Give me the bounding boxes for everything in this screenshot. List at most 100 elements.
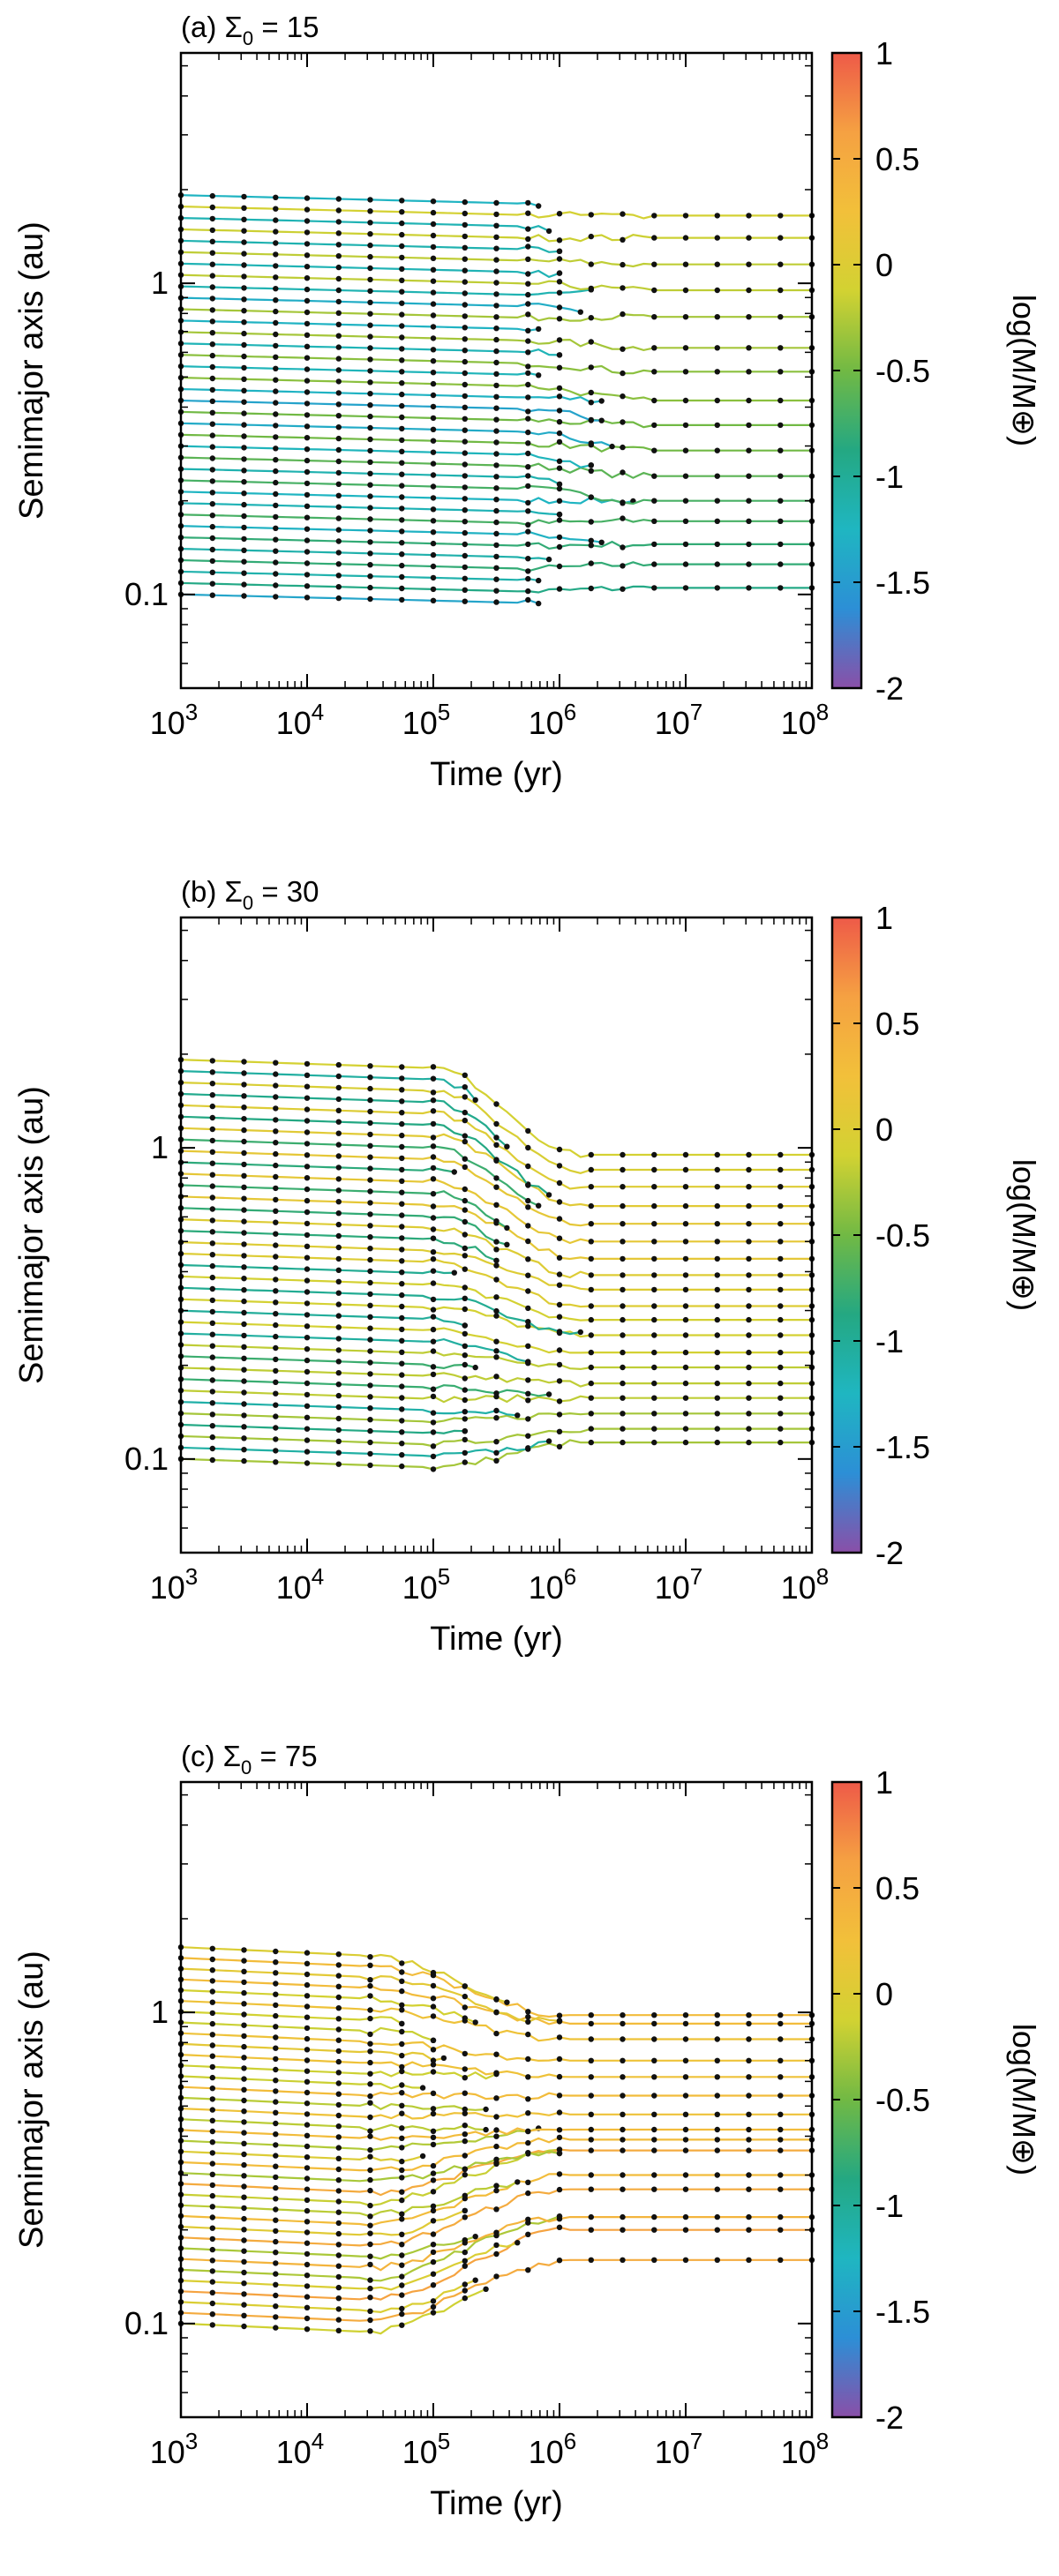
planet-dot — [462, 2288, 468, 2294]
planet-dot — [651, 1151, 657, 1158]
planet-dot — [209, 1423, 215, 1429]
planet-dot — [462, 1084, 468, 1090]
planet-dot — [588, 285, 594, 292]
planet-dot — [241, 251, 247, 257]
planet-dot — [714, 2227, 720, 2233]
planet-dot — [462, 1397, 468, 1404]
planet-dot — [335, 2155, 342, 2161]
planet-dot — [209, 1456, 215, 1464]
planet-dot — [746, 1332, 752, 1338]
planet-dot — [273, 331, 279, 338]
planet-dot — [682, 1364, 689, 1371]
planet-dot — [430, 2057, 437, 2063]
planet-dot — [462, 290, 468, 296]
planet-dot — [472, 2234, 478, 2240]
planet-track — [180, 2258, 812, 2322]
planet-dot — [367, 2328, 373, 2334]
planet-dot — [399, 1406, 405, 1412]
planet-dot — [588, 2137, 594, 2143]
planet-dot — [462, 1322, 468, 1329]
planet-dot — [304, 401, 311, 407]
planet-dot — [335, 264, 342, 271]
planet-dot — [335, 1973, 342, 1979]
planet-dot — [273, 1413, 279, 1419]
planet-dot — [746, 518, 752, 524]
planet-dot — [746, 1316, 752, 1323]
planet-dot — [367, 1177, 373, 1183]
planet-dot — [399, 231, 405, 238]
planet-dot — [651, 2147, 657, 2153]
planet-dot — [430, 2249, 437, 2256]
planet-dot — [462, 2050, 468, 2057]
planet-dot — [430, 551, 437, 558]
planet-dot — [367, 2308, 373, 2314]
planet-dot — [304, 1312, 311, 1318]
planet-dot — [399, 471, 405, 477]
planet-dot — [714, 2036, 720, 2042]
planet-dot — [714, 1166, 720, 1173]
planet-dot — [462, 1245, 468, 1252]
planet-dot — [682, 473, 689, 479]
panel-value: = 30 — [253, 875, 319, 908]
planet-dot — [714, 369, 720, 375]
y-tick-label: 0.1 — [124, 576, 169, 612]
planet-dot — [304, 1186, 311, 1193]
planet-dot — [273, 297, 279, 303]
planet-dot — [430, 1982, 437, 1989]
planet-dot — [209, 386, 215, 393]
planet-dot — [588, 1239, 594, 1245]
planet-dot — [525, 281, 531, 287]
planet-dot — [462, 1284, 468, 1291]
planet-dot — [241, 581, 247, 588]
planet-dot — [367, 539, 373, 545]
planet-dot — [493, 1257, 499, 1264]
planet-dot — [651, 261, 657, 267]
planet-dot — [777, 1184, 784, 1190]
planet-dot — [304, 1950, 311, 1956]
planet-dot — [682, 2227, 689, 2233]
planet-dot — [620, 544, 626, 550]
planet-dot — [241, 1253, 247, 1259]
planet-dot — [367, 1439, 373, 1446]
x-tick-base: 10 — [529, 1569, 564, 1606]
planet-dot — [209, 2053, 215, 2059]
planet-dot — [525, 311, 531, 318]
planet-dot — [209, 2182, 215, 2189]
planet-dot — [304, 1960, 311, 1966]
planet-dot — [588, 1303, 594, 1309]
planet-dot — [399, 243, 405, 250]
planet-dot — [525, 2190, 531, 2197]
planet-dot — [556, 1428, 563, 1435]
planet-dot — [335, 390, 342, 396]
planet-dot — [241, 2140, 247, 2146]
planet-dot — [682, 369, 689, 375]
planet-dot — [304, 2035, 311, 2042]
planet-dot — [525, 541, 531, 548]
x-tick-label: 108 — [781, 1563, 830, 1606]
planet-dot — [682, 1166, 689, 1173]
planet-dot — [335, 595, 342, 602]
planet-dot — [777, 261, 784, 267]
planet-dot — [556, 2134, 563, 2141]
planet-dot — [682, 2147, 689, 2153]
x-tick-exponent: 6 — [564, 2428, 576, 2454]
planet-dot — [651, 2074, 657, 2080]
planet-dot — [399, 1269, 405, 1276]
planet-dot — [525, 1223, 531, 1229]
planet-dot — [556, 458, 563, 464]
planet-dot — [304, 1391, 311, 1398]
planet-dot — [525, 416, 531, 422]
planet-dot — [367, 1063, 373, 1069]
planet-dot — [304, 1460, 311, 1466]
planet-dot — [556, 2034, 563, 2041]
planet-dot — [335, 1449, 342, 1456]
x-tick-label: 106 — [529, 699, 577, 741]
planet-dot — [367, 242, 373, 249]
planet-dot — [430, 1154, 437, 1160]
planet-dot — [556, 1301, 563, 1308]
planet-dot — [399, 254, 405, 261]
planet-dot — [714, 2147, 720, 2153]
planet-dot — [241, 1059, 247, 1065]
planet-dot — [304, 537, 311, 543]
